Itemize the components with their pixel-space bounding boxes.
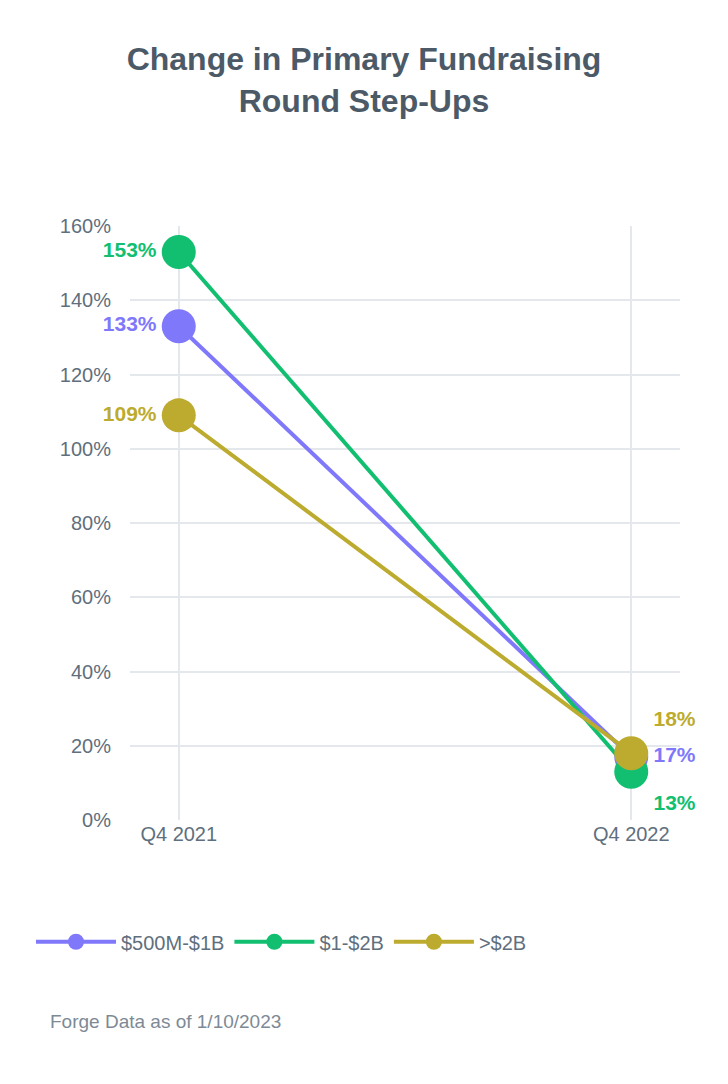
svg-text:40%: 40% (71, 661, 111, 683)
svg-text:Change in Primary FundraisingR: Change in Primary FundraisingRound Step-… (127, 41, 602, 119)
svg-text:20%: 20% (71, 735, 111, 757)
svg-text:18%: 18% (654, 707, 696, 730)
svg-text:80%: 80% (71, 512, 111, 534)
svg-text:17%: 17% (654, 743, 696, 766)
svg-text:153%: 153% (103, 238, 157, 261)
svg-text:140%: 140% (60, 289, 111, 311)
svg-text:$500M-$1B: $500M-$1B (121, 932, 224, 954)
svg-text:Q4 2021: Q4 2021 (140, 823, 217, 845)
svg-text:Forge Data as of 1/10/2023: Forge Data as of 1/10/2023 (50, 1011, 281, 1032)
svg-text:$1-$2B: $1-$2B (319, 932, 384, 954)
svg-text:133%: 133% (103, 312, 157, 335)
svg-text:109%: 109% (103, 402, 157, 425)
svg-text:160%: 160% (60, 215, 111, 237)
svg-text:120%: 120% (60, 364, 111, 386)
svg-text:Q4 2022: Q4 2022 (593, 823, 670, 845)
svg-text:60%: 60% (71, 586, 111, 608)
svg-text:0%: 0% (82, 809, 111, 831)
svg-text:100%: 100% (60, 438, 111, 460)
svg-text:>$2B: >$2B (479, 932, 526, 954)
svg-text:13%: 13% (654, 791, 696, 814)
